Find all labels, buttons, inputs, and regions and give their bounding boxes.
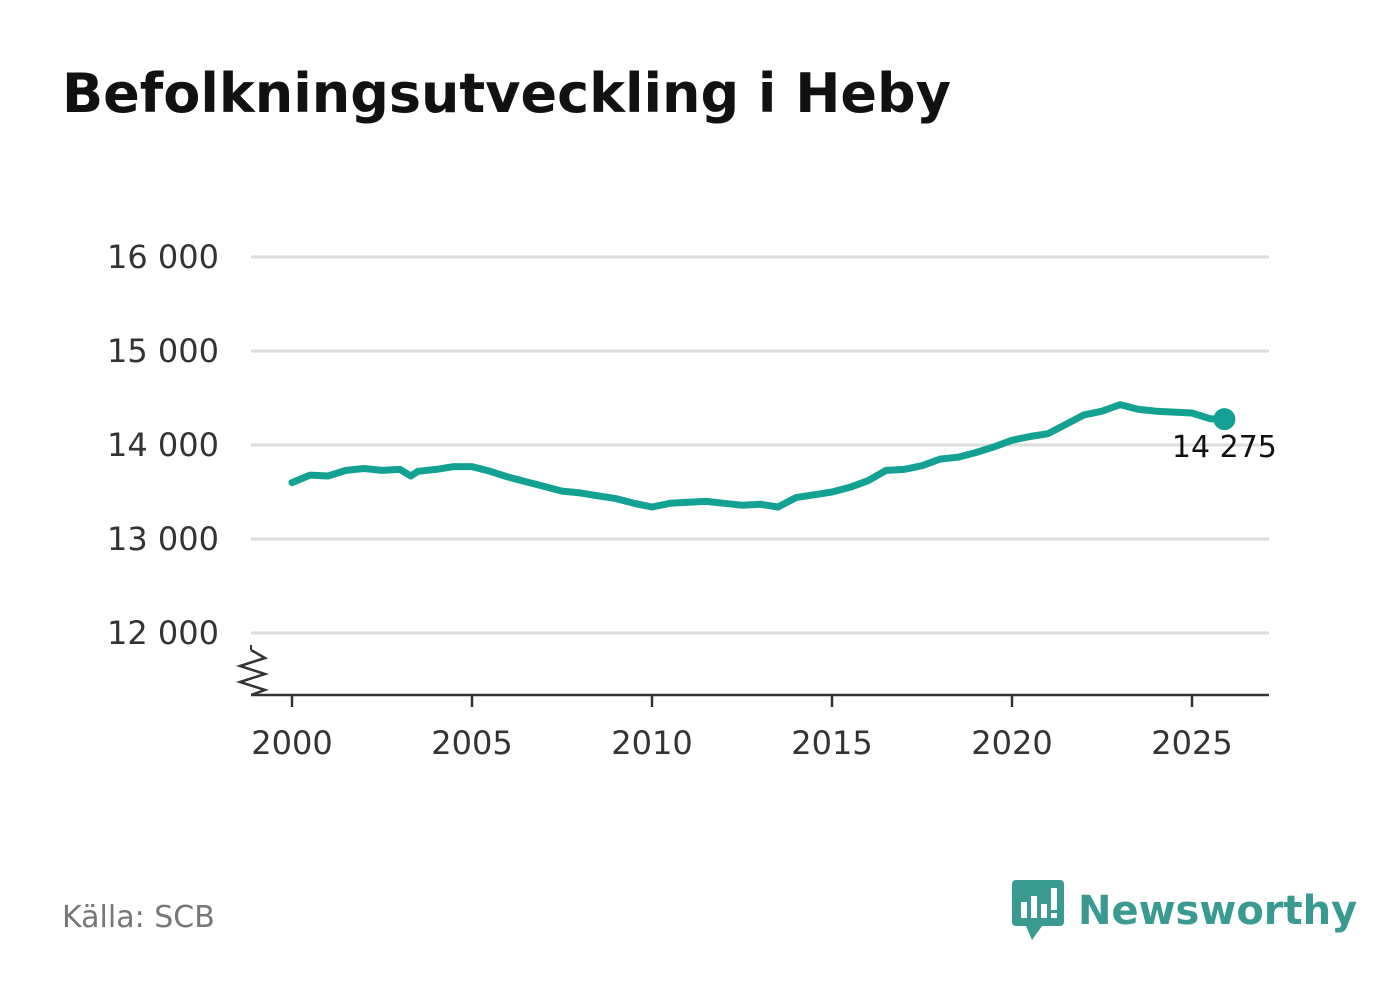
x-tick-label: 2015 [791,724,872,762]
y-tick-label: 14 000 [107,426,219,464]
y-tick-label: 12 000 [107,614,219,652]
plot-area: 14 275 [288,401,1277,511]
brand-logo: Newsworthy [1012,880,1357,942]
y-tick-label: 15 000 [107,332,219,370]
axes [235,645,1269,707]
chart-title: Befolkningsutveckling i Heby [62,62,951,125]
x-tick-label: 2025 [1151,724,1232,762]
x-tick-label: 2010 [611,724,692,762]
series-line [288,401,1228,511]
x-tick-label: 2005 [431,724,512,762]
x-tick-label: 2020 [971,724,1052,762]
y-tick-label: 16 000 [107,238,219,276]
y-axis-break-icon [235,648,270,697]
brand-name: Newsworthy [1078,888,1358,934]
newsworthy-logo-icon [1012,880,1064,940]
x-axis-labels: 2000 2005 2010 2015 2020 2025 [251,724,1232,762]
y-axis-labels: 12 000 13 000 14 000 15 000 16 000 [107,238,219,652]
x-tick-label: 2000 [251,724,332,762]
y-tick-label: 13 000 [107,520,219,558]
gridlines [251,255,1269,635]
source-note: Källa: SCB [62,900,215,935]
last-value-label: 14 275 [1172,430,1277,465]
last-value-marker [1213,408,1236,431]
